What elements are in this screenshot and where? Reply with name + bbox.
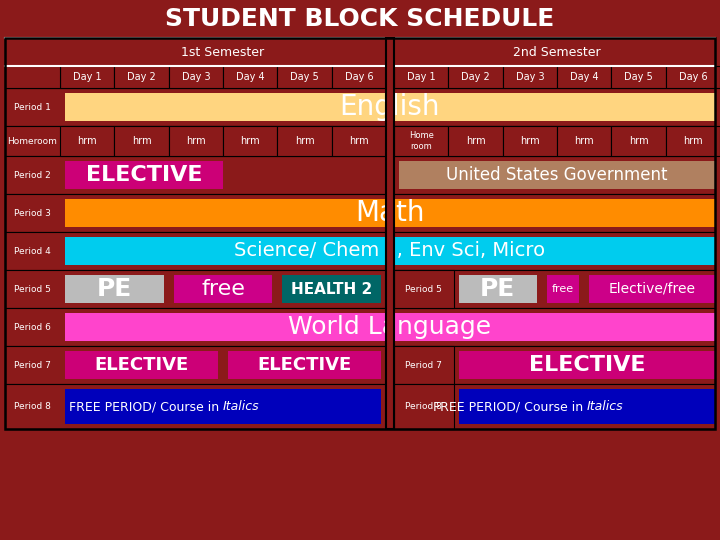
Text: Italics: Italics [223,400,260,413]
Text: PE: PE [96,277,132,301]
FancyBboxPatch shape [60,126,114,156]
FancyBboxPatch shape [5,126,715,156]
FancyBboxPatch shape [65,199,715,227]
Text: hrm: hrm [466,136,485,146]
Text: Period 4: Period 4 [14,246,51,255]
FancyBboxPatch shape [114,66,168,88]
FancyBboxPatch shape [0,0,720,38]
Text: Day 2: Day 2 [461,72,490,82]
Text: Day 3: Day 3 [181,72,210,82]
Text: hrm: hrm [349,136,369,146]
FancyBboxPatch shape [5,232,715,270]
FancyBboxPatch shape [589,275,715,303]
FancyBboxPatch shape [5,38,715,66]
FancyBboxPatch shape [666,66,720,88]
Text: Period 6: Period 6 [14,322,51,332]
Text: 1st Semester: 1st Semester [181,45,264,58]
FancyBboxPatch shape [5,308,715,346]
Text: Elective/free: Elective/free [608,282,696,296]
Text: Day 6: Day 6 [678,72,707,82]
Text: English: English [340,93,440,121]
FancyBboxPatch shape [5,88,715,126]
FancyBboxPatch shape [65,313,715,341]
FancyBboxPatch shape [228,351,381,379]
FancyBboxPatch shape [5,194,715,232]
Text: hrm: hrm [575,136,594,146]
Text: Period 5: Period 5 [14,285,51,294]
Text: Period 1: Period 1 [14,103,51,111]
FancyBboxPatch shape [503,66,557,88]
Text: Period 8: Period 8 [405,402,442,411]
Text: Day 2: Day 2 [127,72,156,82]
Text: Day 4: Day 4 [570,72,598,82]
Text: Period 8: Period 8 [14,402,51,411]
FancyBboxPatch shape [394,66,449,88]
Text: Period 7: Period 7 [14,361,51,369]
Text: 2nd Semester: 2nd Semester [513,45,600,58]
FancyBboxPatch shape [449,126,503,156]
Text: Day 4: Day 4 [236,72,264,82]
Text: hrm: hrm [77,136,97,146]
FancyBboxPatch shape [459,275,536,303]
Text: Italics: Italics [587,400,624,413]
FancyBboxPatch shape [5,270,715,308]
FancyBboxPatch shape [666,126,720,156]
FancyBboxPatch shape [449,66,503,88]
FancyBboxPatch shape [223,66,277,88]
FancyBboxPatch shape [557,126,611,156]
Text: FREE PERIOD/ Course in: FREE PERIOD/ Course in [433,400,587,413]
FancyBboxPatch shape [557,66,611,88]
Text: Homeroom: Homeroom [8,137,58,145]
FancyBboxPatch shape [65,161,223,189]
Text: Period 3: Period 3 [14,208,51,218]
Text: Period 5: Period 5 [405,285,442,294]
Text: PE: PE [480,277,516,301]
FancyBboxPatch shape [282,275,381,303]
FancyBboxPatch shape [394,126,449,156]
Text: STUDENT BLOCK SCHEDULE: STUDENT BLOCK SCHEDULE [166,7,554,31]
FancyBboxPatch shape [503,126,557,156]
FancyBboxPatch shape [459,351,715,379]
FancyBboxPatch shape [65,237,715,265]
FancyBboxPatch shape [5,384,715,429]
Text: Day 3: Day 3 [516,72,544,82]
FancyBboxPatch shape [65,93,715,121]
Text: United States Government: United States Government [446,166,667,184]
Text: FREE PERIOD/ Course in: FREE PERIOD/ Course in [69,400,223,413]
FancyBboxPatch shape [114,126,168,156]
Text: Day 5: Day 5 [290,72,319,82]
FancyBboxPatch shape [168,126,223,156]
Text: free: free [552,284,574,294]
FancyBboxPatch shape [611,126,666,156]
Text: Day 1: Day 1 [73,72,102,82]
Text: World Language: World Language [289,315,492,339]
Text: Home
room: Home room [409,131,433,151]
FancyBboxPatch shape [332,126,386,156]
Text: hrm: hrm [520,136,540,146]
FancyBboxPatch shape [65,389,381,424]
Text: HEALTH 2: HEALTH 2 [291,281,372,296]
Text: hrm: hrm [186,136,206,146]
Text: Day 5: Day 5 [624,72,653,82]
Text: Day 1: Day 1 [407,72,436,82]
FancyBboxPatch shape [5,346,715,384]
Text: hrm: hrm [683,136,703,146]
Text: Day 6: Day 6 [345,72,373,82]
Text: ELECTIVE: ELECTIVE [94,356,189,374]
FancyBboxPatch shape [399,161,715,189]
Text: ELECTIVE: ELECTIVE [528,355,645,375]
FancyBboxPatch shape [65,351,218,379]
FancyBboxPatch shape [277,126,332,156]
Text: Science/ Chem II, Env Sci, Micro: Science/ Chem II, Env Sci, Micro [235,241,546,260]
FancyBboxPatch shape [5,156,715,194]
FancyBboxPatch shape [459,389,715,424]
FancyBboxPatch shape [394,346,454,384]
FancyBboxPatch shape [168,66,223,88]
Text: ELECTIVE: ELECTIVE [257,356,351,374]
Text: ELECTIVE: ELECTIVE [86,165,202,185]
FancyBboxPatch shape [394,270,454,308]
FancyBboxPatch shape [60,66,114,88]
FancyBboxPatch shape [174,275,272,303]
FancyBboxPatch shape [5,66,60,88]
